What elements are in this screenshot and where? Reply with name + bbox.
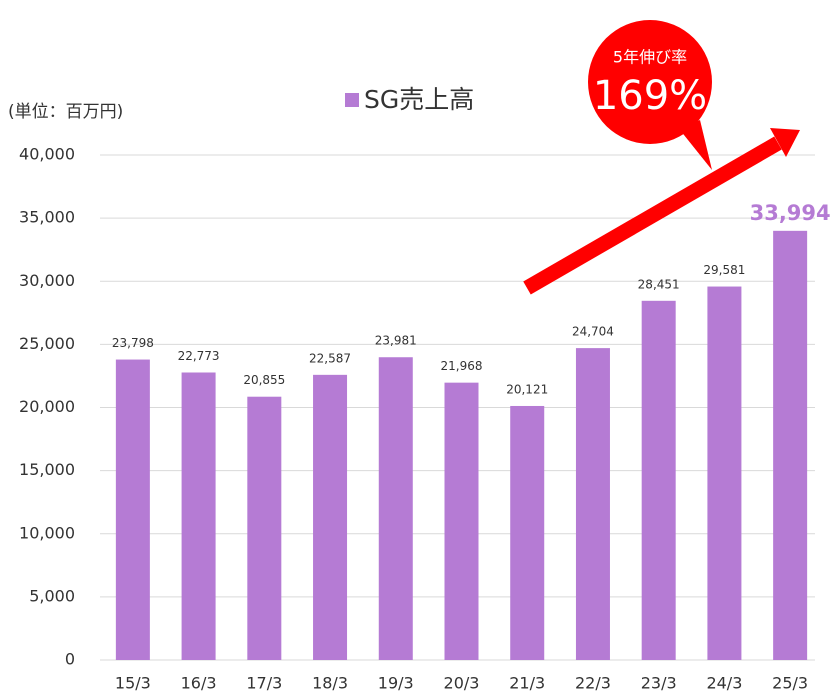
bar <box>510 405 545 660</box>
value-label: 20,855 <box>243 373 285 387</box>
y-tick-label: 35,000 <box>19 208 75 227</box>
bar <box>641 300 676 660</box>
y-tick-label: 40,000 <box>19 145 75 164</box>
value-label: 21,968 <box>441 359 483 373</box>
x-tick-label: 24/3 <box>706 674 742 693</box>
bar <box>115 359 150 660</box>
y-axis-label: (単位：百万円) <box>8 102 123 122</box>
x-tick-label: 20/3 <box>444 674 480 693</box>
x-tick-label: 15/3 <box>115 674 151 693</box>
value-label: 22,773 <box>178 349 220 363</box>
value-label: 28,451 <box>638 277 680 291</box>
y-tick-label: 15,000 <box>19 460 75 479</box>
x-tick-label: 22/3 <box>575 674 611 693</box>
x-tick-label: 17/3 <box>246 674 282 693</box>
legend-swatch <box>345 93 359 107</box>
x-tick-label: 25/3 <box>772 674 808 693</box>
value-label: 20,121 <box>506 382 548 396</box>
callout-label: 5年伸び率 <box>613 48 687 67</box>
bar <box>378 357 413 660</box>
y-tick-label: 25,000 <box>19 334 75 353</box>
legend-label: SG売上高 <box>364 85 474 114</box>
value-label: 23,798 <box>112 336 154 350</box>
bar <box>181 372 216 660</box>
x-tick-label: 23/3 <box>641 674 677 693</box>
bar <box>575 348 610 660</box>
growth-arrow <box>523 128 800 295</box>
value-label: 33,994 <box>750 201 831 225</box>
value-label: 24,704 <box>572 325 614 339</box>
value-label: 22,587 <box>309 351 351 365</box>
x-tick-label: 19/3 <box>378 674 414 693</box>
callout-value: 169% <box>593 73 707 119</box>
bar <box>247 396 282 660</box>
bar <box>773 230 808 660</box>
value-label: 29,581 <box>703 263 745 277</box>
y-tick-label: 10,000 <box>19 523 75 542</box>
x-tick-label: 21/3 <box>509 674 545 693</box>
bar <box>707 286 742 660</box>
x-tick-label: 18/3 <box>312 674 348 693</box>
value-label: 23,981 <box>375 334 417 348</box>
callout: 5年伸び率 169% <box>588 20 712 170</box>
bar <box>444 382 479 660</box>
y-tick-label: 30,000 <box>19 271 75 290</box>
y-tick-label: 0 <box>65 650 75 669</box>
bar <box>313 374 348 660</box>
y-tick-label: 5,000 <box>29 586 75 605</box>
y-tick-label: 20,000 <box>19 397 75 416</box>
x-tick-label: 16/3 <box>181 674 217 693</box>
